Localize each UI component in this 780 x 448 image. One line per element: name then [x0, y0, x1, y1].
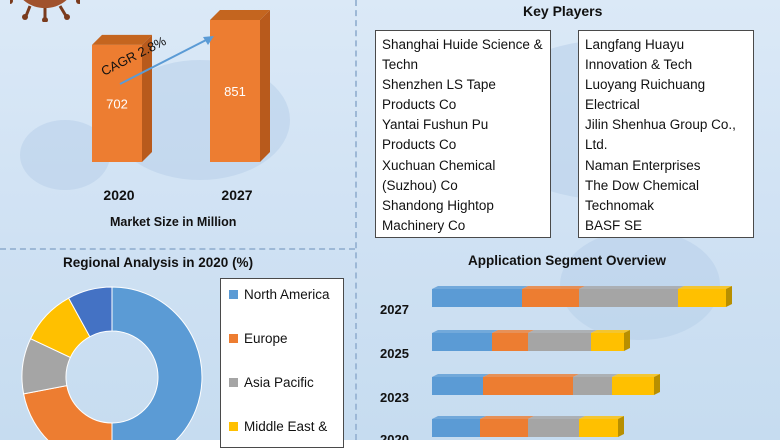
bar-top	[432, 374, 489, 377]
bar-top	[522, 286, 585, 289]
bar-top	[678, 286, 732, 289]
donut-slice	[67, 286, 113, 338]
bar-segment	[432, 419, 480, 437]
bar-top	[432, 330, 498, 333]
key-players-right-box: Langfang Huayu Innovation & Tech Luoyang…	[578, 30, 754, 238]
legend-swatch	[229, 334, 238, 343]
key-player: Technomak	[585, 197, 655, 213]
bar-top	[591, 330, 630, 333]
bar	[210, 20, 260, 162]
donut-slice	[23, 385, 113, 440]
legend-label: Asia Pacific	[244, 375, 314, 390]
legend-swatch	[229, 290, 238, 299]
bar-top	[579, 416, 624, 419]
bar-side	[654, 374, 660, 395]
bar	[92, 44, 142, 162]
virus-icon	[10, 0, 80, 22]
key-player: Shandong Hightop Machinery Co	[382, 197, 494, 233]
bar-segment	[579, 289, 678, 307]
legend-label: Europe	[244, 331, 288, 346]
map-shape	[560, 230, 720, 340]
category-label: 2025	[380, 346, 409, 361]
legend-label: North America	[244, 287, 330, 302]
bar-segment	[483, 377, 573, 395]
category-label: 2023	[380, 390, 409, 405]
category-label: 2020	[380, 432, 409, 440]
key-player: Luoyang Ruichuang Electrical	[585, 77, 706, 113]
bar-top	[483, 374, 579, 377]
bar-segment	[522, 289, 579, 307]
bar-top	[480, 416, 534, 419]
key-player: Shanghai Huide Science & Techn	[382, 37, 543, 73]
key-players-title: Key Players	[523, 3, 603, 19]
bar-top	[528, 416, 585, 419]
cagr-arrow	[119, 37, 211, 85]
bar-segment	[432, 333, 492, 351]
application-title: Application Segment Overview	[468, 253, 667, 268]
bar-top	[612, 374, 660, 377]
bar-segment	[528, 419, 579, 437]
bar-side	[726, 286, 732, 307]
bar-segment	[480, 419, 528, 437]
bar-segment	[612, 377, 654, 395]
bar-segment	[432, 377, 483, 395]
bar-segment	[432, 289, 522, 307]
key-player: Shenzhen LS Tape Products Co	[382, 77, 496, 113]
bar-top	[210, 10, 270, 20]
bar-top	[579, 286, 684, 289]
section-divider	[355, 0, 357, 440]
bar-top	[573, 374, 618, 377]
legend-swatch	[229, 422, 238, 431]
bar-segment	[492, 333, 528, 351]
bar-top	[492, 330, 534, 333]
category-label: 2020	[103, 187, 134, 203]
bar-side	[618, 416, 624, 437]
market-size-label: Market Size in Million	[110, 215, 237, 229]
key-player: The Dow Chemical	[585, 177, 700, 193]
category-label: 2027	[380, 302, 409, 317]
legend-item-europe: Europe	[229, 331, 288, 346]
cagr-arrow-head	[203, 36, 214, 45]
bar-segment	[573, 377, 612, 395]
bar-segment	[528, 333, 591, 351]
bar-segment	[678, 289, 726, 307]
bar-side	[142, 34, 152, 162]
key-player: Xuchuan Chemical (Suzhou) Co	[382, 157, 496, 193]
application-segment-chart: 2027 2025 2023 2020	[380, 286, 732, 440]
key-player: Langfang Huayu Innovation & Tech	[585, 37, 693, 73]
key-player: Naman Enterprises	[585, 157, 701, 173]
bar-side	[260, 10, 270, 162]
bar-top	[432, 416, 486, 419]
bar-side	[624, 330, 630, 351]
key-player: BASF SE	[585, 217, 643, 233]
legend-item-asia-pacific: Asia Pacific	[229, 375, 314, 390]
bar-segment	[591, 333, 624, 351]
bar-value-label: 851	[224, 84, 246, 99]
bar-top	[92, 34, 152, 45]
regional-legend: North America Europe Asia Pacific Middle…	[220, 278, 344, 448]
key-player: Jilin Shenhua Group Co., Ltd.	[585, 117, 736, 153]
legend-item-middle-east: Middle East &	[229, 419, 327, 434]
bar-top	[432, 286, 528, 289]
bar-value-label: 702	[106, 96, 128, 111]
key-player: Yantai Fushun Pu Products Co	[382, 117, 489, 153]
section-divider	[0, 248, 355, 250]
bar-segment	[579, 419, 618, 437]
legend-label: Middle East &	[244, 419, 328, 434]
regional-donut-chart	[21, 286, 203, 440]
bar-top	[528, 330, 597, 333]
donut-slice	[111, 286, 203, 440]
category-label: 2027	[221, 187, 252, 203]
legend-swatch	[229, 378, 238, 387]
key-players-left-box: Shanghai Huide Science & Techn Shenzhen …	[375, 30, 551, 238]
regional-title: Regional Analysis in 2020 (%)	[63, 255, 254, 270]
legend-item-north-america: North America	[229, 287, 330, 302]
